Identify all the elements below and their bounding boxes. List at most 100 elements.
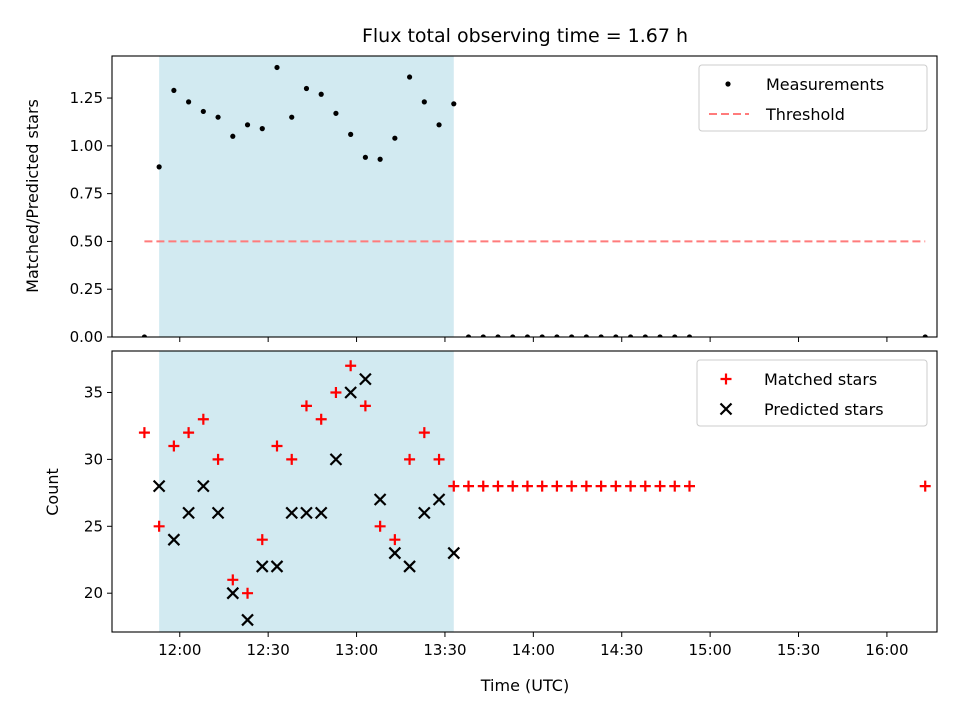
bottom-axes-frame xyxy=(111,350,938,633)
top-y-tick-label: 0.25 xyxy=(70,280,103,298)
matched-stars-point xyxy=(595,480,607,492)
top-legend: Measurements Threshold xyxy=(698,64,928,132)
bottom-plot-area xyxy=(138,360,931,627)
predicted-stars-point xyxy=(373,493,387,506)
measurements-point xyxy=(289,114,295,120)
predicted-stars-point xyxy=(447,546,461,560)
bottom-y-tick-label: 20 xyxy=(84,584,103,602)
predicted-stars-point xyxy=(255,560,269,573)
top-y-tick-label: 0.50 xyxy=(70,232,103,250)
measurements-point xyxy=(274,64,280,71)
legend-label: Matched stars xyxy=(764,370,877,389)
x-tick-label: 16:00 xyxy=(865,641,908,659)
measurements-point xyxy=(480,334,486,337)
matched-stars-point xyxy=(536,480,548,492)
predicted-stars-point xyxy=(182,506,195,520)
matched-stars-point xyxy=(448,480,460,492)
x-tick-label: 14:00 xyxy=(512,641,555,659)
predicted-stars-point xyxy=(167,533,181,546)
top-y-tick-label: 0.00 xyxy=(70,328,103,346)
matched-stars-point xyxy=(463,480,475,492)
measurements-point xyxy=(186,99,192,105)
measurements-point xyxy=(554,334,560,337)
top-y-axis-label: Matched/Predicted stars xyxy=(23,99,42,293)
predicted-stars-point xyxy=(432,493,446,506)
x-tick-label: 15:30 xyxy=(777,641,820,659)
bottom-y-tick-label: 35 xyxy=(84,383,103,401)
x-tick-label: 13:30 xyxy=(423,641,466,659)
matched-stars-point xyxy=(521,480,533,492)
matched-stars-point xyxy=(507,480,519,492)
bottom-y-tick-label: 30 xyxy=(84,450,103,468)
top-observing-span xyxy=(159,56,454,337)
matched-stars-point xyxy=(433,453,445,465)
measurements-point xyxy=(171,87,177,94)
top-plot-area xyxy=(141,64,928,337)
measurements-point xyxy=(510,334,516,337)
matched-stars-point xyxy=(256,534,268,546)
predicted-stars-point xyxy=(226,586,240,600)
measurements-point xyxy=(230,133,236,139)
matched-stars-point xyxy=(374,520,386,532)
top-y-tick-label: 1.25 xyxy=(70,89,103,107)
measurements-point xyxy=(215,114,221,120)
matched-stars-point xyxy=(138,427,150,439)
measurements-point xyxy=(392,135,398,141)
x-tick-label: 12:00 xyxy=(158,641,201,659)
matched-stars-point xyxy=(197,413,209,425)
measurements-point xyxy=(156,164,162,170)
x-axis-label: Time (UTC) xyxy=(480,676,569,695)
legend-matched-swatch xyxy=(720,373,732,385)
measurements-point xyxy=(922,334,928,337)
x-tick-label: 14:30 xyxy=(600,641,643,659)
matched-stars-point xyxy=(477,480,489,492)
measurements-point xyxy=(377,156,383,162)
top-y-tick-label: 0.75 xyxy=(70,185,103,203)
predicted-stars-point xyxy=(418,506,431,520)
matched-stars-point xyxy=(359,400,371,412)
matched-stars-point xyxy=(919,480,931,492)
matched-stars-point xyxy=(551,480,563,492)
measurements-point xyxy=(436,122,442,128)
matched-stars-point xyxy=(345,360,357,372)
predicted-stars-point xyxy=(241,613,254,627)
measurements-point xyxy=(598,334,604,337)
measurements-point xyxy=(141,334,148,337)
matched-stars-point xyxy=(404,453,416,465)
measurements-point xyxy=(569,334,575,337)
x-tick-label: 13:00 xyxy=(335,641,378,659)
measurements-point xyxy=(465,334,472,337)
predicted-stars-point xyxy=(152,479,166,493)
x-tick-label: 12:30 xyxy=(247,641,290,659)
measurements-point xyxy=(333,110,339,116)
matched-stars-point xyxy=(684,480,695,492)
bottom-axes: 20 25 30 35 12:00 12:30 13:00 13:30 14:00 14:30 15… xyxy=(84,350,938,659)
chart-title: Flux total observing time = 1.67 h xyxy=(362,25,688,47)
legend-predicted-swatch xyxy=(719,402,733,416)
measurements-point xyxy=(318,91,324,97)
measurements-point xyxy=(642,334,648,337)
matched-stars-point xyxy=(242,587,254,599)
matched-stars-point xyxy=(300,400,312,412)
measurements-point xyxy=(495,334,501,337)
top-legend-box xyxy=(698,64,928,132)
matched-stars-point xyxy=(389,534,401,546)
measurements-point xyxy=(627,334,634,337)
matched-stars-point xyxy=(212,453,224,465)
predicted-stars-point xyxy=(211,506,225,520)
predicted-stars-point xyxy=(300,506,313,520)
measurements-point xyxy=(451,101,457,107)
measurements-point xyxy=(613,334,619,337)
predicted-stars-point xyxy=(344,386,357,399)
bottom-legend-box xyxy=(696,359,928,427)
matched-stars-point xyxy=(227,574,239,586)
matched-stars-point xyxy=(315,413,327,425)
predicted-stars-point xyxy=(285,506,299,520)
matched-stars-point xyxy=(625,480,637,492)
measurements-point xyxy=(244,122,251,128)
bottom-y-axis-label: Count xyxy=(43,468,62,516)
predicted-stars-point xyxy=(329,453,343,466)
predicted-stars-point xyxy=(197,479,210,493)
matched-stars-point xyxy=(286,453,298,465)
